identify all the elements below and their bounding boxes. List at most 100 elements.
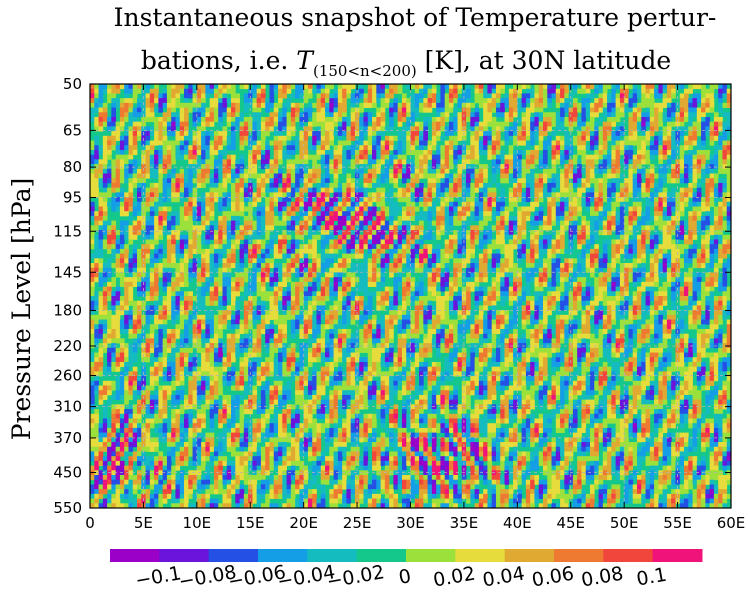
heatmap-cell [692,164,698,170]
heatmap-cell [478,164,484,170]
heatmap-cell [414,159,420,165]
heatmap-cell [124,164,129,170]
heatmap-cell [453,140,458,146]
heatmap-cell [414,126,420,132]
heatmap-cell [410,192,416,198]
heatmap-cell [111,145,117,151]
heatmap-cell [102,211,108,217]
heatmap-cell [448,145,454,151]
heatmap-cell [713,93,719,99]
heatmap-cell [436,154,441,160]
heatmap-cell [166,234,172,240]
heatmap-cell [457,173,463,179]
heatmap-cell [641,168,646,174]
heatmap-cell [478,178,484,184]
heatmap-cell [235,168,240,174]
heatmap-cell [231,211,236,217]
heatmap-cell [607,131,612,137]
heatmap-cell [709,154,715,160]
heatmap-cell [525,192,531,198]
heatmap-cell [444,116,450,123]
heatmap-cell [329,239,334,245]
heatmap-cell [299,197,305,203]
heatmap-cell [175,145,181,151]
heatmap-cell [619,149,625,156]
heatmap-cell [307,102,313,108]
heatmap-cell [333,187,339,193]
heatmap-cell [397,248,403,254]
heatmap-cell [607,107,612,113]
heatmap-cell [235,192,240,198]
heatmap-cell [401,107,407,113]
heatmap-cell [226,258,232,264]
heatmap-cell [645,201,651,207]
heatmap-cell [423,248,428,254]
heatmap-cell [560,248,565,254]
heatmap-cell [504,102,510,108]
heatmap-cell [179,131,185,137]
heatmap-cell [354,140,360,146]
heatmap-cell [171,168,176,174]
heatmap-cell [307,267,313,273]
heatmap-cell [594,154,599,160]
heatmap-cell [154,267,159,273]
heatmap-cell [299,93,305,99]
heatmap-cell [466,98,471,104]
heatmap-cell [440,182,446,189]
heatmap-cell [98,234,104,240]
heatmap-cell [406,98,411,104]
heatmap-cell [256,107,262,113]
heatmap-cell [517,102,522,108]
heatmap-cell [547,258,552,264]
heatmap-cell [726,159,731,165]
heatmap-cell [137,178,142,184]
heatmap-cell [448,116,454,123]
heatmap-cell [406,225,411,231]
heatmap-cell [380,244,386,250]
heatmap-cell [278,248,283,254]
heatmap-cell [265,215,270,222]
heatmap-cell [448,225,454,231]
heatmap-cell [278,244,283,250]
heatmap-cell [628,182,634,189]
heatmap-cell [184,168,189,174]
heatmap-cell [188,187,193,193]
heatmap-cell [260,164,266,170]
heatmap-cell [538,248,544,254]
heatmap-cell [171,93,176,99]
heatmap-cell [427,164,433,170]
heatmap-cell [709,182,715,189]
heatmap-cell [709,164,715,170]
heatmap-cell [132,225,138,231]
heatmap-cell [419,201,424,207]
heatmap-cell [154,107,159,113]
heatmap-cell [521,201,527,207]
heatmap-cell [487,211,493,217]
heatmap-cell [239,135,245,141]
heatmap-cell [645,84,651,90]
heatmap-cell [466,206,471,212]
heatmap-cell [474,182,480,189]
heatmap-cell [641,131,646,137]
heatmap-cell [564,178,570,184]
heatmap-cell [666,192,672,198]
heatmap-cell [119,98,125,104]
heatmap-cell [312,173,317,179]
heatmap-cell [252,201,258,207]
heatmap-cell [607,159,612,165]
heatmap-cell [675,234,681,240]
heatmap-cell [513,168,518,174]
heatmap-cell [718,258,723,264]
heatmap-cell [196,244,202,250]
heatmap-cell [466,201,471,207]
heatmap-cell [508,154,514,160]
heatmap-cell [611,168,617,174]
heatmap-cell [645,211,651,217]
heatmap-cell [222,131,228,137]
heatmap-cell [500,187,505,193]
heatmap-cell [397,145,403,151]
heatmap-cell [278,253,283,259]
heatmap-cell [115,88,121,94]
heatmap-cell [547,211,552,217]
heatmap-cell [226,98,232,104]
